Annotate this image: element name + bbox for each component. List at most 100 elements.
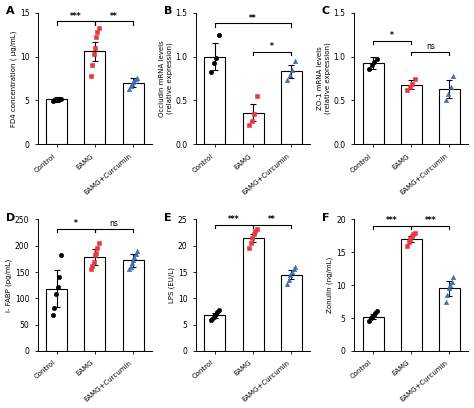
Point — [89, 62, 96, 69]
Y-axis label: Occludin mRNA levels
(relative expression): Occludin mRNA levels (relative expressio… — [159, 40, 173, 117]
Point — [210, 60, 218, 66]
Text: **: ** — [268, 215, 276, 224]
Point — [409, 80, 416, 87]
Bar — [363, 63, 383, 144]
Point — [55, 96, 63, 102]
Y-axis label: i- FABP (pg/mL): i- FABP (pg/mL) — [6, 259, 12, 312]
Text: ***: *** — [386, 216, 398, 225]
Point — [128, 259, 136, 266]
Point — [95, 240, 102, 246]
Text: ***: *** — [70, 12, 82, 21]
Bar — [281, 71, 302, 144]
Point — [92, 34, 100, 40]
Text: **: ** — [110, 12, 118, 21]
Point — [246, 122, 253, 128]
Point — [407, 236, 414, 242]
Point — [406, 84, 414, 91]
Point — [90, 51, 98, 57]
Point — [49, 98, 57, 104]
Point — [447, 282, 454, 288]
Text: D: D — [6, 213, 15, 223]
Point — [215, 31, 222, 38]
Point — [51, 304, 58, 311]
Point — [291, 264, 299, 270]
Point — [288, 269, 296, 275]
Point — [49, 312, 57, 319]
Bar — [439, 89, 460, 144]
Point — [444, 91, 452, 98]
Bar — [123, 83, 144, 144]
Point — [283, 77, 291, 84]
Point — [89, 262, 96, 269]
Text: B: B — [164, 6, 172, 16]
Point — [367, 315, 374, 322]
Point — [52, 291, 60, 297]
Point — [449, 73, 457, 79]
Point — [209, 316, 216, 322]
Point — [126, 86, 133, 92]
Point — [247, 240, 255, 246]
Point — [214, 308, 221, 315]
Point — [126, 266, 133, 273]
Point — [57, 252, 64, 259]
Point — [51, 97, 58, 104]
Point — [253, 226, 261, 232]
Text: C: C — [322, 6, 330, 16]
Y-axis label: FD4 concentration ( μg/mL): FD4 concentration ( μg/mL) — [10, 30, 17, 126]
Point — [246, 245, 253, 252]
Point — [253, 93, 261, 99]
Point — [55, 274, 63, 281]
Bar — [204, 315, 226, 351]
Bar — [46, 100, 67, 144]
Point — [251, 111, 258, 118]
Bar — [84, 257, 105, 351]
Point — [130, 254, 138, 261]
Point — [290, 266, 297, 273]
Point — [442, 97, 449, 104]
Point — [248, 235, 256, 241]
Point — [410, 231, 417, 237]
Point — [408, 233, 416, 239]
Point — [365, 66, 373, 72]
Text: F: F — [322, 213, 329, 223]
Point — [252, 228, 259, 234]
Point — [212, 310, 220, 317]
Bar — [243, 113, 264, 144]
Point — [87, 73, 95, 79]
Point — [411, 229, 419, 236]
Point — [248, 117, 255, 124]
Point — [133, 248, 141, 254]
Point — [373, 308, 381, 314]
Point — [289, 67, 296, 73]
Point — [54, 96, 61, 103]
Bar — [363, 317, 383, 351]
Bar — [439, 288, 460, 351]
Point — [91, 44, 99, 51]
Point — [372, 310, 379, 316]
Point — [287, 271, 294, 278]
Point — [368, 62, 375, 69]
Point — [90, 258, 98, 265]
Point — [373, 56, 381, 62]
Bar — [84, 51, 105, 144]
Point — [94, 245, 101, 252]
Bar — [401, 84, 422, 144]
Point — [127, 83, 134, 90]
Bar — [204, 57, 226, 144]
Point — [403, 242, 411, 249]
Point — [95, 25, 102, 32]
Point — [286, 72, 294, 78]
Bar — [46, 289, 67, 351]
Point — [403, 86, 411, 93]
Point — [127, 264, 134, 270]
Point — [128, 80, 136, 87]
Bar — [123, 260, 144, 351]
Point — [129, 79, 137, 85]
Point — [442, 298, 449, 305]
Point — [133, 75, 141, 82]
Text: A: A — [6, 6, 14, 16]
Point — [449, 274, 457, 281]
Point — [57, 95, 64, 102]
Point — [52, 97, 60, 103]
Point — [215, 307, 222, 313]
